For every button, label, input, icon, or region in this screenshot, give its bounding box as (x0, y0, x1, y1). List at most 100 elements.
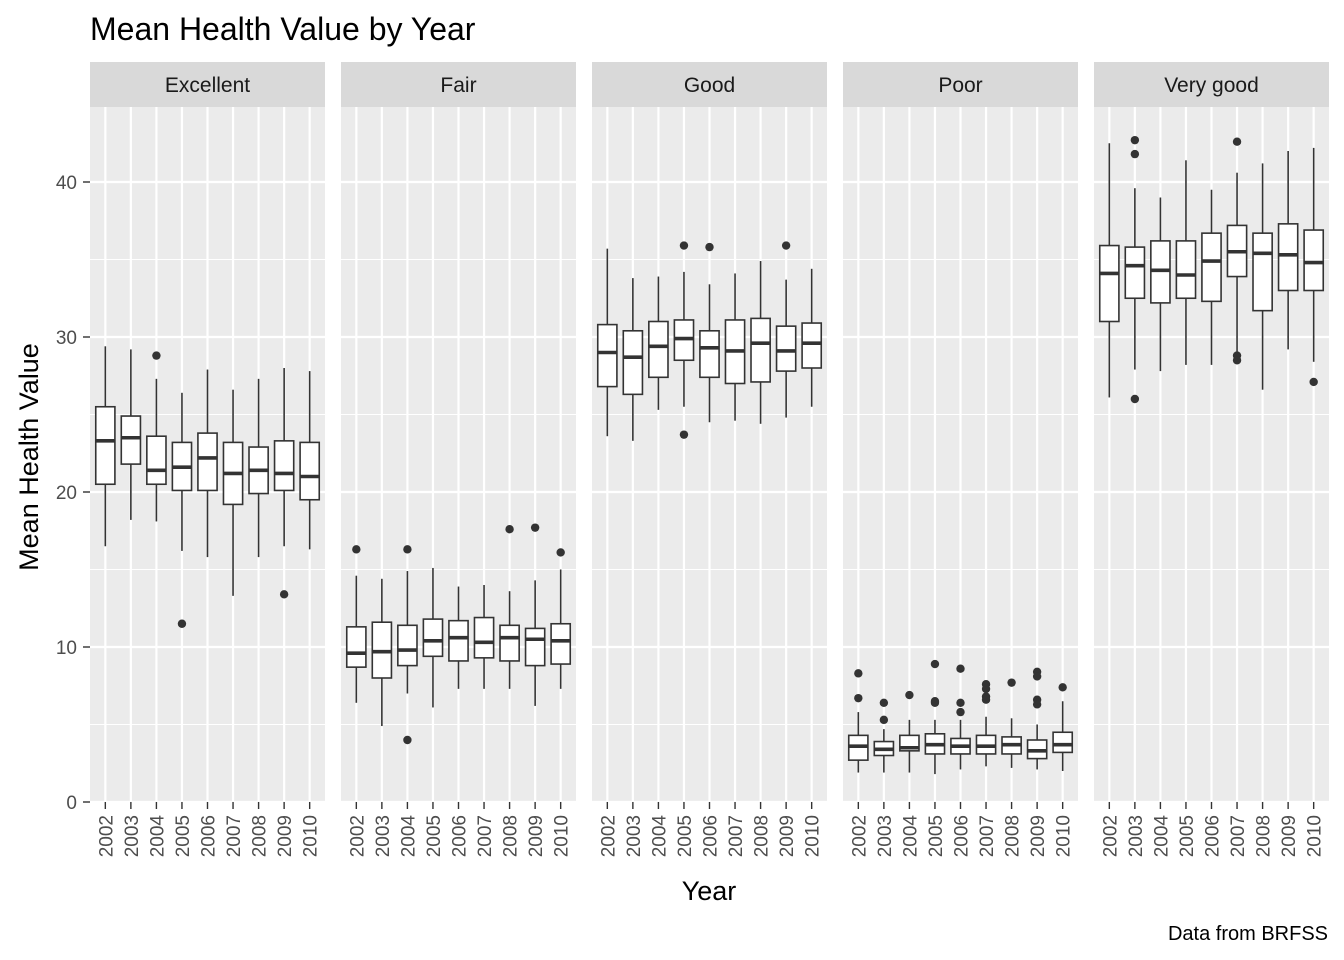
outlier-point (905, 690, 914, 700)
box-poor-2008 (1001, 678, 1022, 768)
box-fair-2004 (397, 545, 418, 745)
box-fair-2007 (473, 585, 495, 689)
facet-strip (592, 62, 827, 107)
box-good-2004 (648, 276, 669, 410)
box-poor-2005 (924, 659, 946, 775)
outlier-point (956, 664, 965, 673)
x-tick-label: 2009 (275, 815, 296, 857)
box-poor-2006 (950, 664, 971, 770)
x-tick-label: 2010 (1054, 815, 1075, 857)
x-tick-label: 2007 (475, 815, 496, 857)
box-iqr (94, 405, 116, 486)
x-tick-label: 2008 (1003, 815, 1024, 857)
outlier-point (981, 684, 991, 694)
box-excellent-2006 (197, 369, 218, 558)
box-very-good-2007 (1226, 137, 1248, 365)
box-iqr (801, 322, 823, 369)
box-iqr (1098, 244, 1120, 323)
box-good-2010 (801, 268, 823, 407)
box-good-2003 (622, 278, 644, 441)
box-iqr (146, 435, 167, 486)
outlier-point (930, 659, 940, 669)
x-tick-label: 2006 (450, 815, 471, 857)
x-tick-label: 2004 (1151, 815, 1172, 858)
box-good-2009 (775, 241, 797, 418)
facet-strip (843, 62, 1078, 107)
outlier-point (1130, 394, 1140, 404)
box-iqr (120, 415, 142, 465)
outlier-point (854, 669, 863, 678)
y-tick-label: 40 (56, 173, 77, 194)
outlier-point (177, 619, 187, 628)
outlier-point (679, 241, 689, 250)
box-iqr (273, 440, 295, 492)
facet-strip (90, 62, 325, 107)
outlier-point (556, 548, 565, 557)
outlier-point (879, 698, 889, 707)
outlier-point (705, 242, 714, 252)
box-poor-2003 (873, 698, 895, 773)
box-iqr (197, 432, 218, 492)
box-iqr (596, 323, 618, 388)
x-tick-label: 2010 (552, 815, 573, 857)
facet-very-good: Very good 2002 2003 2004 2005 2006 2007 2008 200… (1094, 62, 1329, 857)
box-iqr (1052, 731, 1074, 754)
x-tick-label: 2009 (526, 815, 547, 857)
x-tick-label: 2006 (701, 815, 722, 857)
x-tick-label: 2007 (726, 815, 747, 857)
outlier-point (1130, 149, 1140, 159)
outlier-point (1058, 683, 1067, 692)
box-iqr (1303, 229, 1325, 292)
box-iqr (524, 627, 546, 667)
x-tick-label: 2010 (301, 815, 322, 857)
outlier-point (1007, 678, 1016, 687)
outlier-point (1130, 135, 1140, 145)
box-iqr (422, 618, 444, 658)
y-axis: 0 10 20 30 40 (56, 173, 90, 814)
facet-strip (1094, 62, 1329, 107)
outlier-point (352, 545, 361, 554)
box-fair-2006 (448, 586, 469, 689)
x-tick-label: 2002 (347, 815, 368, 857)
box-excellent-2008 (248, 378, 269, 558)
x-tick-label: 2003 (122, 815, 143, 857)
box-iqr (299, 441, 321, 501)
box-iqr (1277, 223, 1299, 292)
outlier-point (403, 735, 412, 745)
x-tick-label: 2006 (199, 815, 220, 857)
box-iqr (397, 624, 418, 667)
x-tick-label: 2005 (926, 815, 947, 857)
x-tick-label: 2003 (373, 815, 394, 857)
box-fair-2009 (524, 523, 546, 706)
chart-caption: Data from BRFSS (1168, 923, 1328, 945)
outlier-point (981, 695, 991, 704)
box-iqr (473, 616, 495, 659)
box-fair-2010 (550, 548, 572, 689)
box-very-good-2009 (1277, 151, 1299, 350)
x-tick-label: 2003 (624, 815, 645, 857)
x-tick-label: 2008 (501, 815, 522, 857)
outlier-point (679, 430, 689, 439)
facet-strip (341, 62, 576, 107)
x-tick-label: 2005 (675, 815, 696, 857)
x-tick-label: 2004 (649, 815, 670, 858)
outlier-point (279, 590, 289, 599)
box-good-2006 (699, 242, 720, 423)
box-fair-2008 (499, 525, 520, 689)
facet-good: Good 2002 2003 2004 2005 2006 2007 2008 2009 2010 (592, 62, 827, 857)
facet-poor: Poor 2002 2003 2004 2005 2006 2007 2008 2009 2010 (843, 62, 1078, 857)
x-tick-label: 2002 (598, 815, 619, 857)
outlier-point (781, 241, 791, 250)
x-tick-label: 2008 (250, 815, 271, 857)
y-tick-label: 30 (56, 328, 77, 349)
outlier-point (403, 545, 412, 554)
box-iqr (775, 325, 797, 372)
box-fair-2005 (422, 567, 444, 708)
facet-excellent: Excellent 2002 2003 2004 2005 2006 2007 2008 200… (90, 62, 325, 857)
outlier-point (930, 698, 940, 707)
box-very-good-2010 (1303, 147, 1325, 387)
facet-strip-label: Very good (1164, 74, 1259, 97)
x-tick-label: 2004 (900, 815, 921, 858)
box-iqr (1124, 246, 1146, 300)
y-axis-title: Mean Health Value (14, 343, 44, 571)
